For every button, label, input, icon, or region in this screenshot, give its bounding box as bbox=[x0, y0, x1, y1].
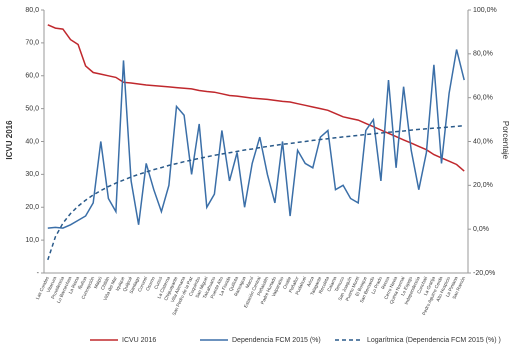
x-tick-label: Coronel bbox=[137, 276, 148, 293]
y2-tick-label: 100,0% bbox=[473, 7, 497, 14]
x-tick-label: Ovalle bbox=[282, 275, 292, 289]
y-tick-label: 40,0 bbox=[25, 138, 39, 145]
x-tick-label: Osorno bbox=[145, 275, 156, 291]
legend-label: ICVU 2016 bbox=[122, 337, 156, 344]
y-tick-label: 20,0 bbox=[25, 204, 39, 211]
y-tick-label: 50,0 bbox=[25, 105, 39, 112]
y-tick-label: 80,0 bbox=[25, 7, 39, 14]
y2-tick-label: 0,0% bbox=[473, 226, 489, 233]
y2-tick-label: 40,0% bbox=[473, 138, 493, 145]
y-axis-label: ICVU 2016 bbox=[5, 120, 14, 160]
series-line bbox=[47, 124, 465, 261]
y-tick-label: 70,0 bbox=[25, 40, 39, 47]
x-tick-label: Peñaflor bbox=[288, 275, 300, 293]
x-tick-label: Maipú bbox=[93, 275, 103, 289]
series-line bbox=[47, 49, 465, 229]
x-tick-label: Quillota bbox=[228, 275, 239, 292]
y2-tick-label: 60,0% bbox=[473, 95, 493, 102]
x-tick-label: Chillán bbox=[100, 275, 111, 290]
y2-tick-label: 20,0% bbox=[473, 182, 493, 189]
y2-tick-label: -20,0% bbox=[473, 270, 495, 277]
y2-tick-label: 80,0% bbox=[473, 51, 493, 58]
series-line bbox=[47, 24, 465, 172]
legend-label: Logarítmica (Dependencia FCM 2015 (%) ) bbox=[367, 337, 501, 344]
x-tick-label: Iquique bbox=[115, 275, 126, 291]
x-tick-label: Ñuñoa bbox=[76, 275, 87, 290]
x-tick-label: Arica bbox=[306, 275, 315, 287]
x-tick-label: Quilpué bbox=[122, 275, 133, 292]
x-tick-label: Renca bbox=[380, 275, 390, 290]
x-tick-label: Temuco bbox=[334, 275, 346, 292]
y-tick-label: 30,0 bbox=[25, 171, 39, 178]
y2-axis-label: Porcentaje bbox=[501, 121, 510, 160]
legend-label: Dependencia FCM 2015 (%) bbox=[232, 337, 321, 344]
y-tick-label: 60,0 bbox=[25, 73, 39, 80]
x-tick-label: Vitacura bbox=[46, 275, 58, 293]
y-tick-label: - bbox=[37, 270, 40, 277]
x-tick-label: Curicó bbox=[153, 275, 163, 290]
x-tick-label: Macul bbox=[245, 276, 255, 289]
y-tick-label: 10,0 bbox=[25, 237, 39, 244]
x-tick-label: Calama bbox=[326, 275, 337, 292]
